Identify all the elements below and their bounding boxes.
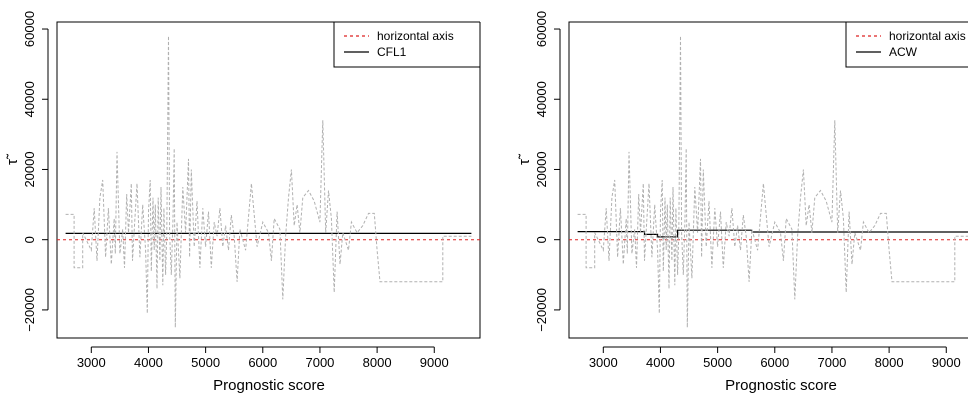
legend-label: CFL1 (377, 45, 407, 59)
y-tick-label: −20000 (534, 288, 549, 332)
y-tick-label: −20000 (22, 288, 37, 332)
legend-box (333, 21, 481, 68)
y-axis-label: τ̃ (516, 153, 533, 165)
legend-box (845, 21, 968, 68)
y-tick-label: 20000 (534, 151, 549, 187)
x-tick-label: 4000 (134, 355, 163, 370)
y-tick-label: 60000 (534, 11, 549, 47)
plot-frame (568, 21, 968, 339)
y-tick-label: 0 (22, 236, 37, 243)
legend-label: horizontal axis (889, 29, 966, 43)
x-tick-label: 7000 (305, 355, 334, 370)
legend-label: ACW (889, 45, 918, 59)
plot-frame (56, 21, 481, 339)
x-tick-label: 5000 (191, 355, 220, 370)
x-tick-label: 3000 (589, 355, 618, 370)
x-tick-label: 6000 (760, 355, 789, 370)
y-tick-label: 40000 (534, 81, 549, 117)
y-tick-label: 0 (534, 236, 549, 243)
y-axis-label: τ̃ (4, 153, 21, 165)
chart-panel-1: 3000 4000 5000 6000 7000 8000 9000 Prognostic s… (4, 11, 481, 394)
chart-panel-2: 3000 4000 5000 6000 7000 8000 9000 Prognostic s… (516, 11, 968, 394)
series-raw-estimates (577, 35, 968, 328)
y-tick-label: 20000 (22, 151, 37, 187)
x-tick-label: 5000 (703, 355, 732, 370)
x-tick-label: 7000 (817, 355, 846, 370)
x-tick-label: 6000 (248, 355, 277, 370)
legend-label: horizontal axis (377, 29, 454, 43)
x-axis-label: Prognostic score (213, 377, 325, 394)
x-tick-label: 8000 (875, 355, 904, 370)
x-tick-label: 3000 (77, 355, 106, 370)
y-tick-label: 40000 (22, 81, 37, 117)
series-raw-estimates (65, 35, 472, 328)
y-tick-label: 60000 (22, 11, 37, 47)
series-acw (577, 229, 968, 238)
x-axis-label: Prognostic score (725, 377, 837, 394)
x-tick-label: 9000 (932, 355, 961, 370)
x-tick-label: 8000 (363, 355, 392, 370)
x-tick-label: 4000 (646, 355, 675, 370)
x-tick-label: 9000 (420, 355, 449, 370)
